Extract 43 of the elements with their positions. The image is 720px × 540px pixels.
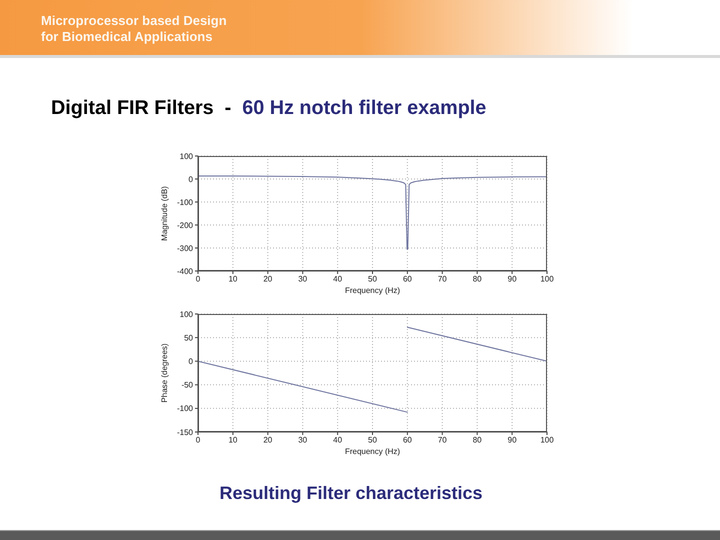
y-tick-label: 0 [188, 357, 194, 366]
chart-subtitle: 60 Hz notch filter example [242, 97, 486, 119]
x-tick-label: 60 [402, 436, 412, 445]
x-tick-label: 0 [196, 274, 201, 284]
y-tick-label: -150 [176, 428, 194, 437]
y-tick-label: 50 [184, 333, 194, 342]
x-tick-label: 50 [368, 436, 378, 445]
text: Resulting Filter characteristics [218, 483, 484, 504]
x-tick-label: 20 [263, 436, 273, 445]
x-tick-label: 70 [438, 436, 448, 445]
chart-title: Digital FIR Filters - [51, 97, 232, 119]
y-tick-label: -100 [176, 404, 194, 414]
x-tick-label: 70 [438, 274, 448, 284]
x-tick-label: 60 [402, 274, 412, 284]
x-axis-title: Frequency (Hz) [344, 447, 400, 456]
y-tick-label: -50 [181, 380, 194, 390]
x-tick-label: 0 [196, 436, 201, 445]
y-tick-label: -300 [176, 244, 194, 253]
x-tick-label: 90 [508, 274, 518, 284]
line-series [198, 176, 547, 250]
x-tick-label: 20 [263, 274, 273, 284]
x-tick-label: 100 [540, 436, 554, 445]
x-tick-label: 10 [228, 274, 238, 284]
x-tick-label: 10 [228, 436, 238, 445]
y-tick-label: 0 [188, 174, 194, 184]
x-tick-label: 80 [472, 436, 482, 445]
y-tick-label: -100 [176, 198, 194, 207]
x-tick-label: 100 [540, 274, 554, 284]
y-tick-label: 100 [180, 152, 194, 161]
text: Microprocessor based Design for Biomedical Applications [41, 13, 228, 45]
y-tick-label: -400 [176, 266, 194, 276]
x-axis-title: Frequency (Hz) [344, 286, 400, 295]
x-tick-label: 50 [368, 274, 378, 284]
y-axis-title: Magnitude (dB) [160, 186, 169, 241]
x-tick-label: 80 [472, 274, 482, 284]
x-tick-label: 30 [298, 436, 308, 445]
x-tick-label: 30 [298, 274, 308, 284]
y-axis-title: Phase (degrees) [160, 343, 169, 403]
x-tick-label: 90 [508, 436, 518, 445]
x-tick-label: 40 [333, 274, 343, 284]
y-tick-label: 100 [180, 310, 194, 319]
x-tick-label: 40 [333, 436, 343, 445]
y-tick-label: -200 [176, 220, 194, 230]
